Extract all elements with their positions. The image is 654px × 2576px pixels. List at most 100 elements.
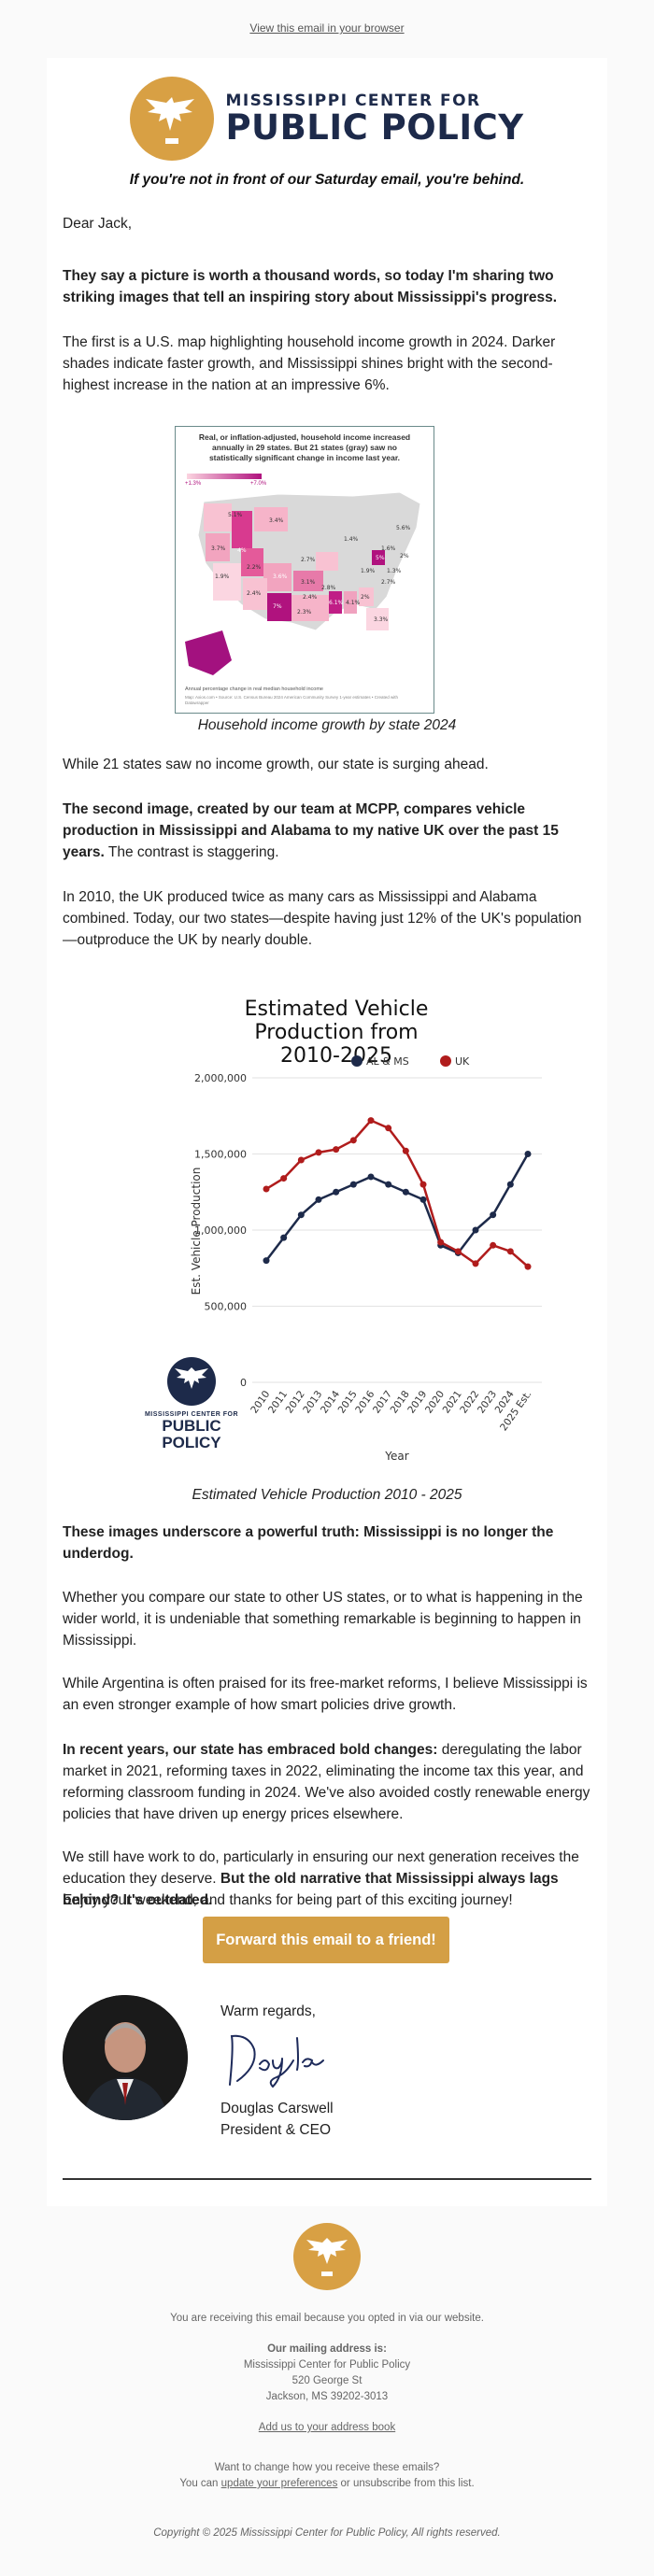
footer-optin: You are receiving this email because you…	[170, 2313, 484, 2324]
bold-changes-rest: deregulating the labor market in 2021, r…	[63, 1742, 590, 1822]
state-al	[344, 591, 357, 614]
map-label: 3.1%	[301, 579, 316, 586]
map-source: Map: Axios.com • Source: U.S. Census Bur…	[185, 695, 398, 705]
bold-changes-lead: In recent years, our state has embraced …	[63, 1742, 438, 1758]
data-point	[367, 1173, 375, 1181]
series-line-al-ms	[265, 1153, 530, 1262]
email-card: MISSISSIPPI CENTER FOR PUBLIC POLICY If …	[47, 58, 607, 2206]
y-axis-label: Est. Vehicle Production	[190, 1168, 203, 1295]
paragraph-powerful-truth: These images underscore a powerful truth…	[63, 1524, 554, 1562]
state-mt	[254, 507, 288, 531]
footer-org: Mississippi Center for Public Policy	[243, 2359, 411, 2371]
update-preferences-link[interactable]: update your preferences	[220, 2478, 338, 2489]
data-point	[490, 1241, 497, 1249]
paragraph-bold-changes: In recent years, our state has embraced …	[63, 1739, 591, 1825]
data-point	[367, 1117, 375, 1125]
state-wa	[204, 503, 232, 531]
map-label: 5.6%	[396, 525, 411, 531]
map-caption: Household income growth by state 2024	[197, 717, 457, 733]
footer-you-can: You can	[179, 2478, 221, 2489]
map-label: 2%	[361, 594, 370, 601]
map-legend-bar	[187, 474, 262, 479]
data-point	[297, 1156, 305, 1164]
map-label: 2.4%	[247, 590, 262, 597]
state-ca	[213, 563, 241, 601]
y-tick-label: 1,500,000	[194, 1149, 247, 1161]
data-point	[385, 1125, 392, 1132]
mcpp-logo[interactable]: MISSISSIPPI CENTER FOR PUBLIC POLICY	[47, 58, 607, 161]
chart-svg: 0500,0001,000,0001,500,0002,000,00020102…	[190, 1055, 542, 1463]
map-label: 1.9%	[361, 568, 376, 574]
y-tick-label: 1,000,000	[194, 1224, 247, 1237]
data-point	[315, 1149, 322, 1156]
state-co	[263, 563, 291, 591]
map-label: 5%	[376, 555, 385, 561]
legend-swatch	[440, 1055, 451, 1067]
map-label: 1.9%	[215, 573, 230, 580]
state-ak	[185, 630, 232, 675]
view-in-browser-link[interactable]: View this email in your browser	[249, 21, 405, 35]
map-label: 2.3%	[297, 609, 312, 616]
divider	[63, 2178, 591, 2180]
data-point	[333, 1146, 340, 1154]
data-point	[506, 1248, 514, 1255]
paragraph-wider-world: Whether you compare our state to other U…	[63, 1590, 583, 1649]
map-label: 2.7%	[301, 557, 316, 563]
x-axis-label: Year	[384, 1450, 408, 1463]
data-point	[454, 1248, 462, 1255]
data-point	[385, 1181, 392, 1188]
chart-watermark-line2: PUBLIC POLICY	[162, 1417, 221, 1451]
series-line-uk	[265, 1119, 529, 1268]
state-ga	[359, 587, 374, 606]
data-point	[402, 1147, 409, 1154]
state-mo	[316, 552, 338, 571]
footer-eagle-icon	[306, 2238, 348, 2276]
legend-label: UK	[455, 1055, 470, 1068]
map-label: 3.6%	[273, 573, 288, 580]
signature-image	[220, 2029, 333, 2101]
footer-preferences-line: You can update your preferences or unsub…	[0, 2476, 654, 2492]
footer-city: Jackson, MS 39202-3013	[265, 2391, 389, 2402]
data-point	[263, 1185, 270, 1193]
intro-paragraph: They say a picture is worth a thousand w…	[63, 268, 558, 305]
y-tick-label: 2,000,000	[194, 1072, 247, 1084]
data-point	[280, 1175, 288, 1182]
data-point	[333, 1188, 340, 1196]
map-label: 1.3%	[387, 568, 402, 574]
state-id	[232, 511, 252, 548]
map-legend-low: +1.3%	[185, 481, 202, 487]
map-label: 2%	[400, 553, 409, 559]
work-to-do-rest: We still have work to do, particularly i…	[63, 1849, 579, 1887]
browser-link-bar: View this email in your browser	[0, 0, 654, 56]
greeting: Dear Jack,	[63, 216, 133, 232]
map-label: 6.1%	[329, 600, 344, 606]
map-label: 4%	[237, 547, 247, 554]
chart-watermark-line1: MISSISSIPPI CENTER FOR	[144, 1411, 239, 1418]
add-to-address-book-link[interactable]: Add us to your address book	[258, 2422, 396, 2433]
vehicle-production-chart: Estimated Vehicle Production from 2010-2…	[131, 988, 551, 1474]
data-point	[472, 1226, 479, 1234]
footer-street: 520 George St	[291, 2375, 363, 2386]
data-point	[472, 1260, 479, 1267]
state-ms	[329, 591, 342, 614]
map-label: 5.1%	[228, 512, 243, 518]
data-point	[349, 1137, 357, 1144]
footer-logo	[293, 2223, 361, 2290]
map-label: 3.4%	[269, 517, 284, 524]
unsubscribe-text[interactable]: or unsubscribe from this list.	[337, 2478, 475, 2489]
paragraph-enjoy-weekend: Enjoy your weekend, and thanks for being…	[63, 1892, 513, 1908]
paragraph-uk-comparison: In 2010, the UK produced twice as many c…	[63, 889, 582, 948]
state-fl	[366, 608, 389, 630]
state-ut	[241, 548, 263, 576]
state-or	[206, 533, 230, 561]
data-point	[402, 1188, 409, 1196]
map-intro-paragraph: The first is a U.S. map highlighting hou…	[63, 334, 556, 393]
forward-email-button[interactable]: Forward this email to a friend!	[203, 1917, 449, 1963]
map-title: Real, or inflation-adjusted, household i…	[198, 432, 411, 462]
footer-change-line: Want to change how you receive these ema…	[214, 2462, 440, 2473]
data-point	[280, 1234, 288, 1241]
state-wv	[372, 550, 385, 565]
data-point	[263, 1257, 270, 1265]
y-tick-label: 0	[240, 1377, 247, 1389]
chart-eagle-icon	[167, 1357, 216, 1406]
